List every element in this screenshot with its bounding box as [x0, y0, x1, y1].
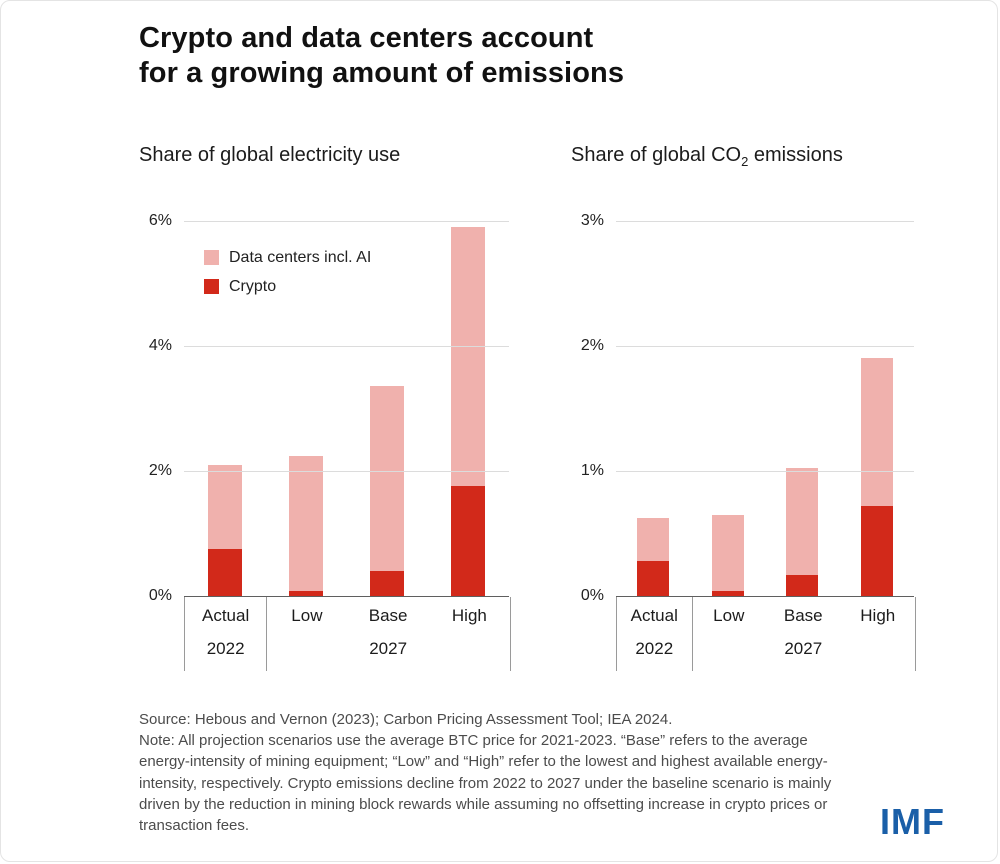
- bar-slot: [184, 221, 265, 596]
- legend-item-datacenters: Data centers incl. AI: [204, 249, 371, 267]
- x-category-row: Actual Low Base High: [617, 597, 915, 626]
- legend-swatch-crypto: [204, 279, 219, 295]
- segment-datacenters: [711, 514, 744, 591]
- segment-crypto: [711, 590, 744, 596]
- stacked-bar-low: [711, 514, 744, 596]
- y-tick-label: 0%: [580, 586, 604, 604]
- x-category-label: High: [860, 605, 896, 625]
- subtitle-suffix: emissions: [748, 143, 843, 166]
- segment-datacenters: [288, 456, 323, 591]
- segment-crypto: [637, 560, 670, 596]
- plot-area-electricity: Data centers incl. AI Crypto: [184, 220, 509, 597]
- x-category-label: Low: [291, 605, 323, 625]
- stacked-bar-low: [288, 456, 323, 596]
- segment-datacenters: [207, 464, 242, 549]
- segment-crypto: [451, 486, 486, 596]
- panel-subtitle-co2: Share of global CO2 emissions: [571, 144, 916, 169]
- stacked-bar-base: [786, 468, 819, 596]
- bar-slot: [616, 221, 691, 596]
- x-category-label: Actual: [630, 605, 678, 625]
- plot-row: 0% 1% 2% 3%: [571, 212, 916, 604]
- note-text: Note: All projection scenarios use the a…: [139, 732, 832, 835]
- x-category-label: High: [451, 605, 487, 625]
- stacked-bar-high: [451, 227, 486, 596]
- x-year-label: 2027: [369, 638, 408, 658]
- x-year-label: 2022: [635, 638, 674, 658]
- segment-crypto: [370, 570, 405, 596]
- bar-slot: [765, 221, 840, 596]
- bar-slot: [428, 221, 509, 596]
- x-year-label: 2022: [206, 638, 245, 658]
- x-axis-co2: Actual Low Base High 2022 2027: [616, 596, 916, 671]
- legend-label-crypto: Crypto: [229, 277, 277, 295]
- segment-crypto: [288, 590, 323, 596]
- footer: Source: Hebous and Vernon (2023); Carbon…: [139, 709, 847, 837]
- stacked-bar-high: [860, 358, 893, 596]
- legend-label-datacenters: Data centers incl. AI: [229, 248, 372, 266]
- gridline: [616, 220, 914, 222]
- y-tick-label: 2%: [580, 336, 604, 354]
- gridline: [184, 220, 509, 222]
- legend: Data centers incl. AI Crypto: [204, 249, 371, 307]
- segment-datacenters: [451, 227, 486, 487]
- gridline: [616, 470, 914, 472]
- source-line: Source: Hebous and Vernon (2023); Carbon…: [139, 710, 673, 728]
- chart-title: Crypto and data centers account for a gr…: [139, 21, 997, 92]
- x-category-row: Actual Low Base High: [185, 597, 510, 626]
- segment-crypto: [860, 505, 893, 596]
- legend-item-crypto: Crypto: [204, 278, 371, 296]
- segment-crypto: [207, 548, 242, 596]
- x-category-label: Base: [783, 605, 823, 625]
- panel-subtitle-electricity: Share of global electricity use: [139, 144, 511, 169]
- chart-content: Crypto and data centers account for a gr…: [1, 1, 997, 837]
- segment-datacenters: [860, 358, 893, 506]
- y-tick-label: 4%: [148, 336, 172, 354]
- y-tick-label: 2%: [148, 461, 172, 479]
- bar-slot: [265, 221, 346, 596]
- y-axis-co2: 0% 1% 2% 3%: [571, 212, 616, 604]
- y-tick-label: 6%: [148, 211, 172, 229]
- segment-datacenters: [786, 468, 819, 575]
- panel-electricity: Share of global electricity use 0% 2% 4% 6%…: [139, 144, 511, 671]
- x-category-label: Low: [713, 605, 745, 625]
- segment-datacenters: [370, 386, 405, 571]
- x-year-row: 2022 2027: [185, 639, 510, 659]
- y-tick-label: 3%: [580, 211, 604, 229]
- y-tick-label: 1%: [580, 461, 604, 479]
- segment-datacenters: [637, 518, 670, 561]
- x-year-label: 2027: [784, 638, 823, 658]
- legend-swatch-datacenters: [204, 250, 219, 266]
- segment-crypto: [786, 574, 819, 596]
- chart-title-line2: for a growing amount of emissions: [139, 57, 625, 90]
- gridline: [184, 345, 509, 347]
- x-year-row: 2022 2027: [617, 639, 915, 659]
- plot-row: 0% 2% 4% 6% Data centers incl. AI Crypto: [139, 212, 511, 604]
- bars-electricity: [184, 221, 509, 596]
- x-category-label: Base: [368, 605, 408, 625]
- imf-logo: IMF: [880, 801, 945, 842]
- stacked-bar-actual: [207, 464, 242, 596]
- charts-row: Share of global electricity use 0% 2% 4% 6%…: [139, 144, 997, 671]
- bar-slot: [691, 221, 766, 596]
- stacked-bar-base: [370, 386, 405, 596]
- bar-slot: [840, 221, 915, 596]
- bar-slot: [347, 221, 428, 596]
- gridline: [616, 345, 914, 347]
- x-category-label: Actual: [202, 605, 250, 625]
- gridline: [184, 470, 509, 472]
- y-axis-electricity: 0% 2% 4% 6%: [139, 212, 184, 604]
- bars-co2: [616, 221, 914, 596]
- subtitle-subscript: 2: [741, 153, 749, 169]
- x-axis-electricity: Actual Low Base High 2022 2027: [184, 596, 511, 671]
- y-tick-label: 0%: [148, 586, 172, 604]
- stacked-bar-actual: [637, 518, 670, 596]
- chart-title-line1: Crypto and data centers account: [139, 22, 594, 54]
- subtitle-text: Share of global electricity use: [139, 143, 401, 166]
- subtitle-text: Share of global CO: [571, 143, 742, 166]
- plot-area-co2: [616, 220, 914, 597]
- panel-co2: Share of global CO2 emissions 0% 1% 2% 3% A…: [571, 144, 916, 671]
